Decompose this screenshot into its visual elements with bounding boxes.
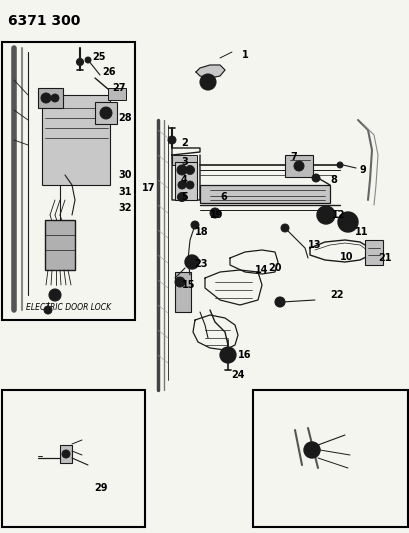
Circle shape bbox=[191, 221, 198, 229]
Circle shape bbox=[307, 446, 315, 454]
Text: 32: 32 bbox=[118, 203, 131, 213]
Text: 1: 1 bbox=[241, 50, 248, 60]
Text: 22: 22 bbox=[329, 290, 343, 300]
Circle shape bbox=[316, 206, 334, 224]
Circle shape bbox=[177, 165, 187, 175]
Circle shape bbox=[200, 74, 216, 90]
Text: 6: 6 bbox=[220, 192, 226, 202]
Circle shape bbox=[303, 442, 319, 458]
Circle shape bbox=[100, 107, 112, 119]
Bar bbox=[45, 220, 75, 270]
Circle shape bbox=[209, 208, 220, 218]
Text: 30: 30 bbox=[118, 170, 131, 180]
Bar bbox=[172, 155, 196, 165]
Bar bbox=[175, 272, 191, 312]
Text: 24: 24 bbox=[230, 370, 244, 380]
Bar bbox=[2, 42, 135, 320]
Text: 17: 17 bbox=[142, 183, 155, 193]
Bar bbox=[200, 185, 329, 203]
Text: 3: 3 bbox=[180, 157, 187, 167]
Circle shape bbox=[184, 255, 198, 269]
Bar bbox=[95, 102, 117, 124]
Circle shape bbox=[185, 166, 194, 174]
Circle shape bbox=[85, 57, 91, 63]
Text: 25: 25 bbox=[92, 52, 105, 62]
Bar bbox=[364, 240, 382, 265]
Text: 27: 27 bbox=[112, 83, 125, 93]
Text: 2: 2 bbox=[180, 138, 187, 148]
Bar bbox=[2, 390, 145, 527]
Text: 7: 7 bbox=[289, 152, 296, 162]
Circle shape bbox=[49, 289, 61, 301]
Circle shape bbox=[52, 292, 58, 298]
Circle shape bbox=[342, 217, 352, 227]
Bar bbox=[60, 445, 72, 463]
Circle shape bbox=[186, 181, 193, 189]
Circle shape bbox=[277, 300, 282, 304]
Text: 5: 5 bbox=[180, 192, 187, 202]
Circle shape bbox=[178, 181, 186, 189]
Text: 14: 14 bbox=[254, 265, 268, 275]
Bar bbox=[108, 88, 126, 100]
Text: 10: 10 bbox=[339, 252, 353, 262]
Circle shape bbox=[280, 224, 288, 232]
Text: 18: 18 bbox=[195, 227, 208, 237]
Polygon shape bbox=[196, 65, 225, 78]
Text: 11: 11 bbox=[354, 227, 368, 237]
Circle shape bbox=[212, 211, 217, 215]
Bar bbox=[175, 162, 196, 200]
Circle shape bbox=[175, 277, 184, 287]
Circle shape bbox=[323, 213, 327, 217]
Circle shape bbox=[44, 306, 52, 314]
Circle shape bbox=[220, 347, 236, 363]
Text: 12: 12 bbox=[331, 210, 345, 220]
Circle shape bbox=[177, 192, 186, 201]
Circle shape bbox=[76, 59, 83, 66]
Bar bbox=[42, 95, 110, 185]
Text: 9: 9 bbox=[359, 165, 366, 175]
Text: 26: 26 bbox=[102, 67, 115, 77]
Text: 4: 4 bbox=[180, 175, 187, 185]
Text: ELECTRIC DOOR LOCK: ELECTRIC DOOR LOCK bbox=[26, 303, 111, 312]
Circle shape bbox=[204, 78, 211, 86]
Text: 15: 15 bbox=[182, 280, 195, 290]
Bar bbox=[38, 88, 63, 108]
Circle shape bbox=[345, 220, 349, 224]
Circle shape bbox=[309, 448, 313, 452]
Text: 20: 20 bbox=[267, 263, 281, 273]
Circle shape bbox=[320, 210, 330, 220]
Text: 29: 29 bbox=[94, 483, 107, 493]
Text: 28: 28 bbox=[118, 113, 131, 123]
Text: 6371 300: 6371 300 bbox=[8, 14, 80, 28]
Circle shape bbox=[189, 259, 195, 265]
Text: 13: 13 bbox=[307, 240, 321, 250]
Circle shape bbox=[223, 351, 231, 359]
Text: 21: 21 bbox=[377, 253, 391, 263]
Bar bbox=[252, 390, 407, 527]
Circle shape bbox=[62, 450, 70, 458]
Circle shape bbox=[293, 161, 303, 171]
Text: 16: 16 bbox=[237, 350, 251, 360]
Text: 23: 23 bbox=[193, 259, 207, 269]
Circle shape bbox=[337, 212, 357, 232]
Text: 31: 31 bbox=[118, 187, 131, 197]
Circle shape bbox=[51, 94, 59, 102]
Circle shape bbox=[274, 297, 284, 307]
Circle shape bbox=[336, 162, 342, 168]
Circle shape bbox=[41, 93, 51, 103]
Circle shape bbox=[311, 174, 319, 182]
Circle shape bbox=[168, 136, 175, 144]
Text: 8: 8 bbox=[329, 175, 336, 185]
Text: 19: 19 bbox=[209, 210, 223, 220]
Bar bbox=[284, 155, 312, 177]
